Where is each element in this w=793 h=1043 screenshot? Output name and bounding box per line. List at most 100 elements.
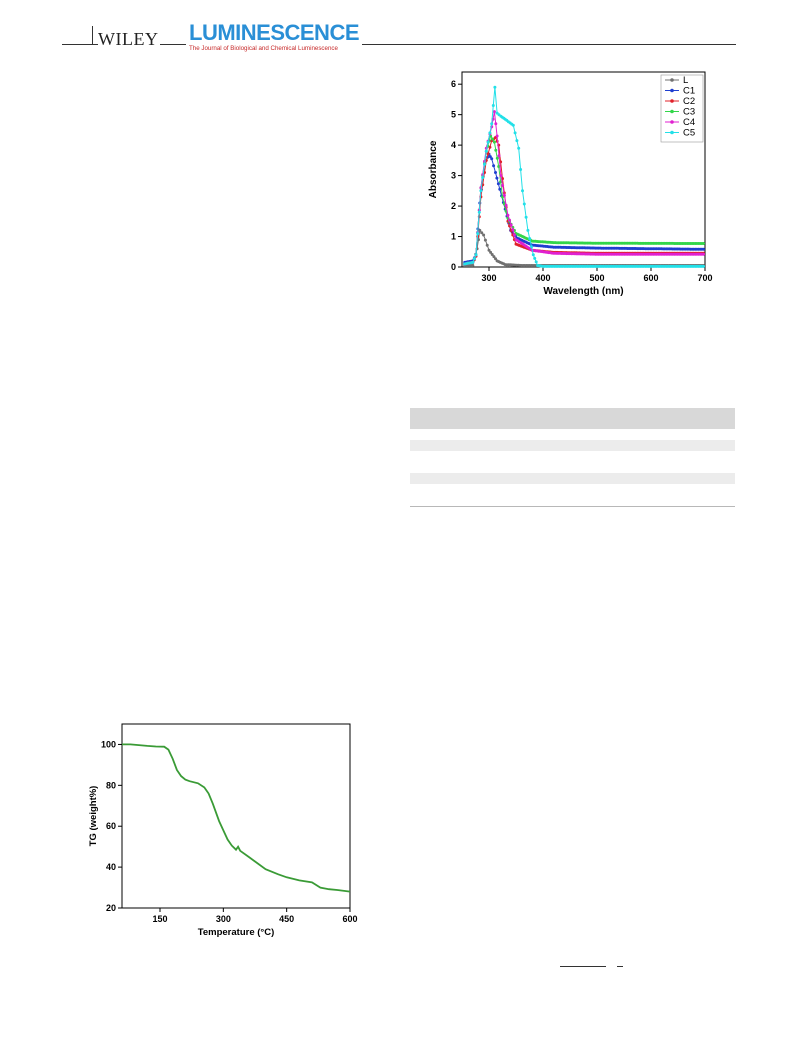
data-point <box>701 247 705 251</box>
data-point <box>495 176 499 180</box>
series-tg-curve <box>122 743 351 893</box>
y-axis-label: Absorbance <box>428 140 439 198</box>
legend-marker <box>670 99 674 103</box>
legend-entry: C5 <box>683 128 695 139</box>
legend-entry: C4 <box>683 117 695 128</box>
table-row <box>410 473 735 484</box>
data-point <box>517 146 521 150</box>
series-c3 <box>463 134 706 266</box>
table-bottom-rule <box>410 506 735 507</box>
data-point <box>522 202 526 206</box>
data-point <box>491 137 494 141</box>
tg-chart: 150 300 450 600 20 40 60 80 100 Temperature (°C) T… <box>88 723 358 938</box>
data-point <box>490 253 494 256</box>
data-point <box>471 264 475 267</box>
data-point <box>488 131 492 135</box>
data-point <box>483 238 487 242</box>
footer-rule <box>560 966 606 967</box>
legend-entry: L <box>683 75 688 86</box>
publisher-logo: WILEY <box>98 29 161 50</box>
data-point <box>498 187 502 191</box>
legend-marker <box>670 109 674 114</box>
data-point <box>506 213 510 217</box>
data-point <box>492 140 496 144</box>
data-point <box>701 242 705 245</box>
journal-logo: LUMINESCENCE The Journal of Biological a… <box>186 20 363 53</box>
series-c5 <box>463 85 705 268</box>
data-point <box>487 248 491 252</box>
legend-entry: C2 <box>683 96 695 107</box>
data-point <box>531 253 535 257</box>
data-point <box>477 210 481 214</box>
data-point <box>474 253 478 257</box>
journal-name: LUMINESCENCE <box>189 20 360 45</box>
table-row <box>410 495 735 506</box>
header-divider <box>92 26 93 44</box>
table-header-row <box>410 408 735 429</box>
y-tick-label: 40 <box>106 862 116 872</box>
data-point <box>488 155 492 159</box>
x-tick-label: 300 <box>481 273 496 283</box>
y-tick-label: 0 <box>451 262 456 272</box>
data-point <box>492 164 496 168</box>
data-point <box>494 257 497 261</box>
footer-mark <box>617 966 623 967</box>
x-axis-label: Wavelength (nm) <box>543 286 623 297</box>
data-point <box>492 110 496 114</box>
table-row <box>410 462 735 473</box>
table-row <box>410 440 735 451</box>
data-point <box>492 255 496 259</box>
data-point <box>480 231 484 235</box>
plot-frame <box>121 723 351 909</box>
data-point <box>490 157 494 161</box>
y-tick-label: 2 <box>451 201 456 211</box>
data-point <box>497 154 501 158</box>
table-row <box>410 451 735 462</box>
data-point <box>484 149 488 153</box>
y-tick-label: 1 <box>451 232 456 242</box>
data-point <box>496 182 500 186</box>
data-point <box>494 171 497 174</box>
data-point <box>491 104 495 107</box>
data-point <box>526 228 530 232</box>
data-point <box>497 165 501 168</box>
header-rule <box>62 44 736 45</box>
data-point <box>701 264 705 268</box>
series-line <box>122 743 351 893</box>
data-point <box>493 85 497 89</box>
legend-marker <box>670 120 674 124</box>
x-tick-label: 300 <box>216 914 231 924</box>
x-tick-label: 450 <box>279 914 294 924</box>
data-point <box>472 257 476 261</box>
x-tick-label: 500 <box>589 273 604 283</box>
data-point <box>701 252 705 256</box>
y-tick-label: 100 <box>101 739 116 749</box>
data-point <box>494 122 498 126</box>
data-point <box>533 256 537 260</box>
data-table <box>410 408 735 507</box>
data-point <box>489 250 493 254</box>
absorbance-chart: 300 400 500 600 700 0 1 2 3 4 5 6 Wavelength (nm) Abs… <box>428 71 713 297</box>
data-point <box>512 233 516 237</box>
data-point <box>490 122 494 126</box>
data-point <box>483 162 486 166</box>
x-tick-label: 400 <box>535 273 550 283</box>
x-tick-label: 700 <box>697 273 712 283</box>
data-point <box>501 184 505 187</box>
series-line <box>464 134 706 265</box>
data-point <box>534 260 538 264</box>
data-point <box>482 233 486 237</box>
data-point <box>495 134 499 138</box>
data-point <box>476 232 480 235</box>
x-axis-label: Temperature (°C) <box>198 927 274 938</box>
legend-marker <box>670 130 674 135</box>
data-point <box>486 140 490 144</box>
y-tick-label: 60 <box>106 821 116 831</box>
y-tick-label: 3 <box>451 171 456 181</box>
data-point <box>524 215 528 219</box>
legend-box <box>660 74 704 143</box>
legend-marker <box>670 88 674 93</box>
data-point <box>515 139 519 143</box>
data-point <box>508 218 511 222</box>
